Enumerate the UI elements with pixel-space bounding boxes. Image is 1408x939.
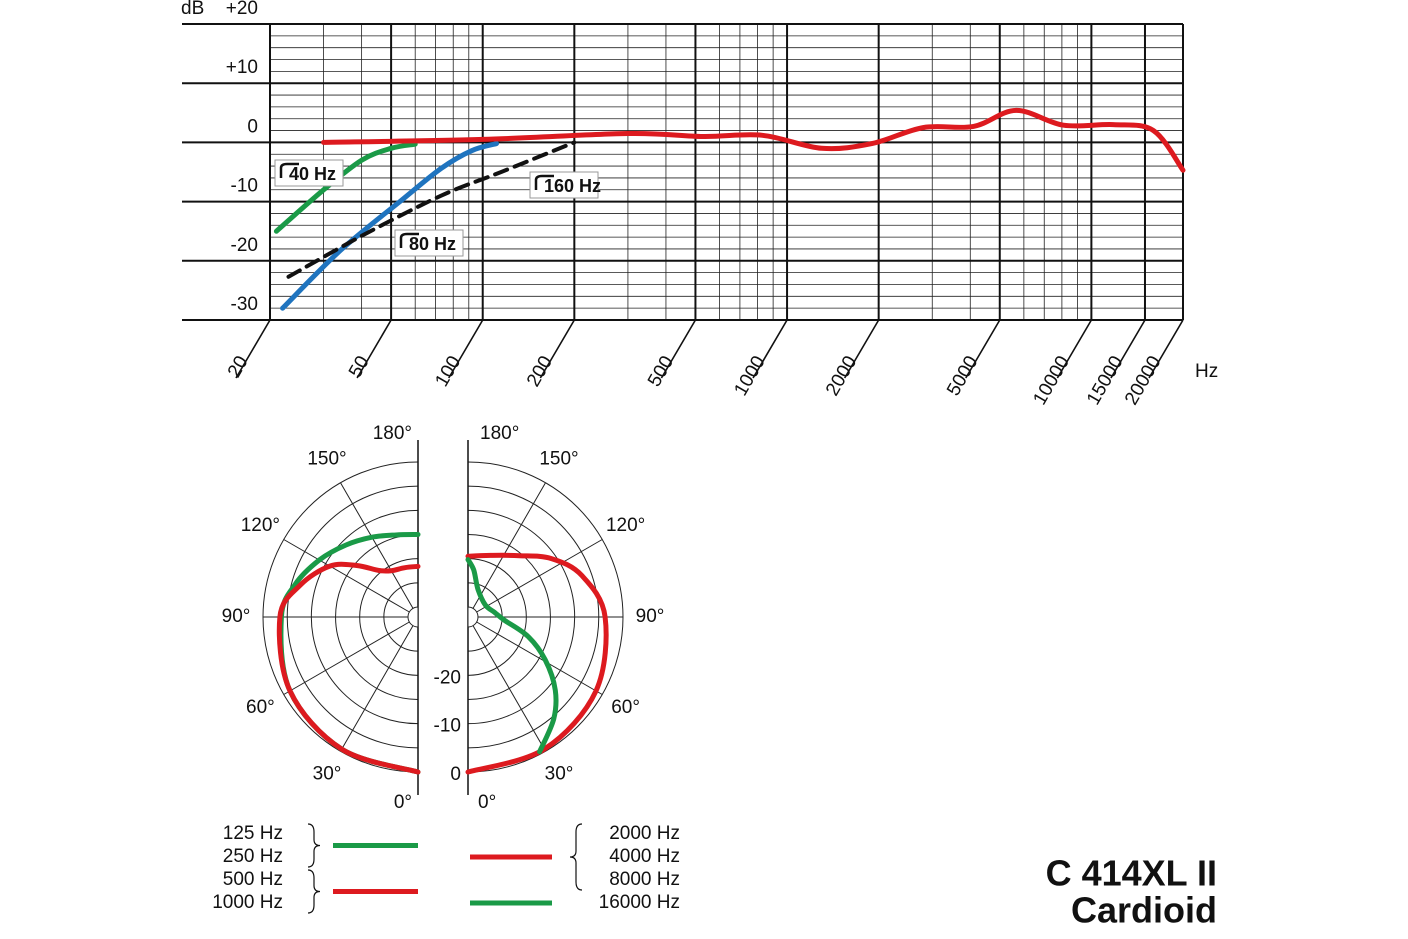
spoke — [476, 621, 603, 695]
annotation-label: 40 Hz — [289, 164, 336, 184]
filter-symbol — [534, 174, 554, 190]
polar-half: 0° 30° 60° 90° 120° 150° 180° -20 -10 0 2000 Hz400… — [434, 423, 680, 913]
angle-label: 120° — [606, 515, 645, 536]
x-tick-label: 15000 — [1083, 353, 1128, 409]
x-tick — [1110, 319, 1146, 379]
legend-label: 16000 Hz — [599, 892, 680, 913]
x-tick — [448, 319, 484, 379]
r-tick-label: -10 — [434, 716, 461, 737]
y-tick-label: +20 — [226, 0, 258, 19]
legend-label: 8000 Hz — [609, 869, 680, 890]
y-tick-label: -20 — [231, 235, 258, 256]
annotation-label: 160 Hz — [544, 176, 601, 196]
spoke — [340, 482, 414, 609]
response-curve — [280, 141, 499, 311]
spoke — [283, 539, 410, 613]
annotation-label: 80 Hz — [409, 234, 456, 254]
legend-brace — [307, 823, 321, 868]
angle-label: 30° — [545, 764, 574, 785]
annotation-box — [529, 171, 599, 199]
legend-label: 250 Hz — [223, 846, 283, 867]
x-tick — [965, 319, 1001, 379]
y-axis-label: dB — [181, 0, 204, 19]
legend-label: 2000 Hz — [609, 823, 680, 844]
x-tick — [235, 319, 271, 379]
spoke — [476, 539, 603, 613]
x-tick — [1148, 319, 1184, 379]
angle-label: 180° — [480, 423, 519, 444]
x-tick — [356, 319, 392, 379]
legend-label: 500 Hz — [223, 869, 283, 890]
x-tick — [539, 319, 576, 379]
angle-label: 60° — [246, 697, 275, 718]
spoke — [340, 625, 414, 752]
response-curve — [321, 107, 1186, 173]
angle-label: 0° — [478, 792, 496, 813]
x-axis-label: Hz — [1195, 361, 1218, 382]
legend-brace — [569, 823, 583, 891]
y-tick-label: -10 — [231, 176, 258, 197]
angle-label: 60° — [611, 697, 640, 718]
y-tick-label: 0 — [247, 116, 258, 137]
y-tick-label: -30 — [231, 294, 258, 315]
angle-label: 150° — [539, 448, 578, 469]
response-curve — [273, 141, 418, 234]
y-tick-label: +10 — [226, 57, 258, 78]
r-tick-label: -20 — [434, 667, 461, 688]
center-circle — [407, 606, 419, 628]
x-tick-label: 20000 — [1121, 353, 1166, 409]
spoke — [283, 621, 410, 695]
angle-label: 180° — [373, 423, 412, 444]
legend-label: 4000 Hz — [609, 846, 680, 867]
spoke — [472, 625, 546, 752]
angle-label: 150° — [307, 448, 346, 469]
response-curve — [286, 140, 577, 279]
polar-curve — [465, 557, 559, 755]
spoke — [472, 482, 546, 609]
x-tick-label: 10000 — [1029, 353, 1074, 409]
model-name: C 414XL II — [1046, 853, 1217, 894]
filter-symbol — [279, 162, 299, 178]
angle-label: 90° — [636, 606, 665, 627]
angle-label: 90° — [222, 606, 251, 627]
pattern-name: Cardioid — [1071, 890, 1217, 931]
angle-label: 30° — [313, 764, 342, 785]
x-tick — [843, 319, 880, 379]
legend-brace — [307, 869, 321, 914]
x-tick — [752, 319, 788, 379]
center-circle — [467, 606, 479, 628]
filter-symbol — [399, 232, 419, 248]
legend-label: 1000 Hz — [212, 892, 283, 913]
angle-label: 0° — [394, 792, 412, 813]
angle-label: 120° — [241, 515, 280, 536]
legend-label: 125 Hz — [223, 823, 283, 844]
r-tick-label: 0 — [450, 764, 461, 785]
polar-curve — [465, 552, 609, 775]
x-tick — [660, 319, 697, 379]
x-tick — [1056, 319, 1093, 379]
polar-curve — [276, 561, 421, 775]
